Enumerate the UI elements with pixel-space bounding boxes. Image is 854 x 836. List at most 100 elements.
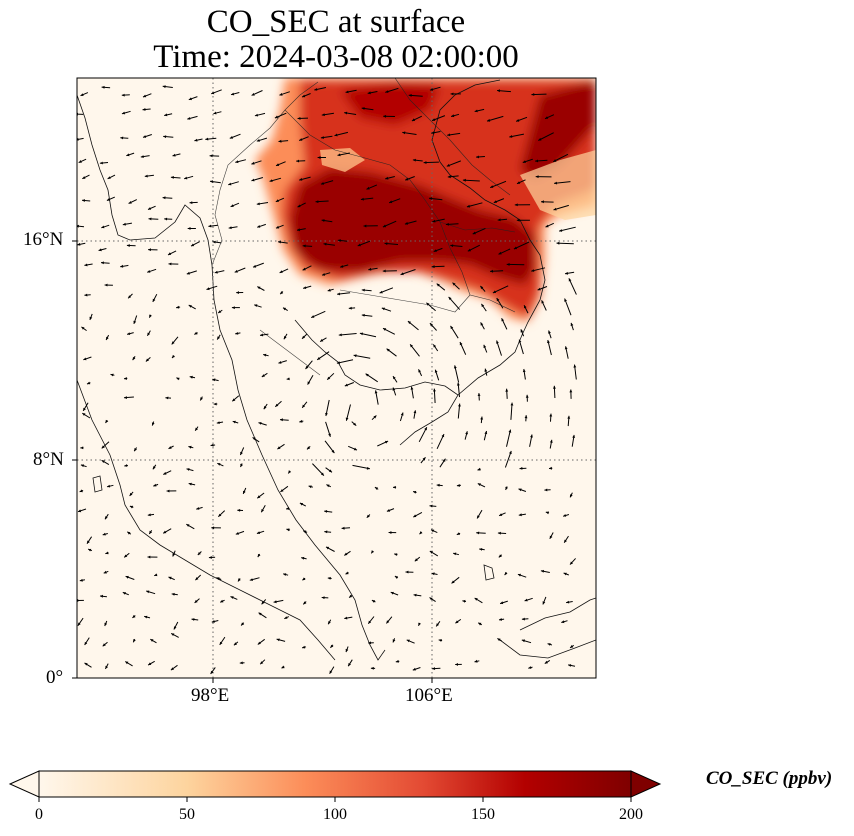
wind-vector-head bbox=[478, 622, 482, 626]
wind-vector-head bbox=[280, 489, 284, 492]
wind-vector-head bbox=[553, 385, 556, 389]
wind-vector-head bbox=[404, 221, 408, 225]
wind-vector-head bbox=[251, 161, 255, 165]
wind-vector-head bbox=[392, 387, 396, 391]
wind-vector-head bbox=[538, 137, 542, 141]
wind-vector-head bbox=[400, 272, 404, 276]
wind-vector-head bbox=[218, 310, 222, 313]
wind-vector-head bbox=[236, 291, 239, 294]
wind-vector-head bbox=[149, 530, 153, 534]
wind-vector-head bbox=[480, 285, 484, 290]
wind-vector-head bbox=[210, 670, 214, 674]
wind-vector-head bbox=[126, 244, 130, 247]
wind-vector-head bbox=[520, 329, 524, 333]
wind-vectors bbox=[77, 85, 577, 675]
wind-vector-head bbox=[276, 638, 280, 642]
wind-vector-head bbox=[126, 153, 130, 157]
wind-vector-head bbox=[476, 531, 480, 535]
wind-vector-head bbox=[499, 513, 503, 516]
colorbar-tick-200: 200 bbox=[619, 806, 643, 823]
wind-vector-head bbox=[79, 578, 83, 582]
wind-vector-head bbox=[549, 439, 553, 443]
wind-vector-head bbox=[336, 361, 340, 365]
wind-vector-head bbox=[492, 290, 497, 293]
wind-vector-head bbox=[530, 434, 533, 438]
wind-vector-head bbox=[120, 136, 124, 140]
wind-vector-head bbox=[213, 111, 217, 115]
wind-vector-head bbox=[413, 514, 417, 518]
wind-vector-head bbox=[497, 638, 501, 642]
wind-vector-head bbox=[570, 322, 574, 326]
wind-vector-head bbox=[553, 159, 557, 162]
wind-vector-head bbox=[321, 596, 325, 600]
wind-vector-head bbox=[78, 509, 82, 513]
wind-vector-head bbox=[368, 620, 372, 624]
wind-vector-head bbox=[283, 573, 287, 576]
wind-vector-head bbox=[334, 133, 338, 137]
wind-vector-head bbox=[436, 283, 440, 287]
wind-vector-head bbox=[518, 488, 522, 492]
wind-vector-head bbox=[269, 179, 273, 182]
wind-vector-head bbox=[509, 450, 512, 455]
wind-vector-head bbox=[445, 222, 449, 226]
wind-vector-head bbox=[235, 532, 239, 535]
wind-vector-head bbox=[275, 199, 279, 202]
wind-vector-head bbox=[101, 225, 105, 229]
wind-vector-head bbox=[349, 594, 353, 598]
wind-vector-head bbox=[544, 660, 548, 664]
wind-vector-head bbox=[220, 599, 224, 603]
wind-vector-head bbox=[433, 344, 437, 348]
wind-vector-head bbox=[102, 643, 106, 647]
wind-vector-head bbox=[570, 561, 573, 565]
wind-vector-head bbox=[194, 599, 198, 603]
wind-vector-head bbox=[168, 576, 172, 580]
wind-vector-shaft bbox=[510, 402, 513, 420]
wind-vector-head bbox=[330, 644, 334, 648]
wind-vector-head bbox=[162, 85, 166, 89]
wind-vector-head bbox=[273, 600, 277, 604]
wind-vector-head bbox=[321, 113, 325, 117]
wind-vector-head bbox=[549, 466, 552, 470]
wind-vector-head bbox=[240, 463, 243, 467]
wind-vector-head bbox=[101, 460, 105, 463]
wind-vector-head bbox=[344, 383, 348, 387]
wind-vector-head bbox=[385, 176, 389, 180]
wind-vector-head bbox=[451, 114, 455, 118]
wind-vector-head bbox=[87, 381, 91, 385]
wind-vector-head bbox=[322, 273, 326, 276]
wind-vector-head bbox=[541, 300, 545, 304]
wind-vector-head bbox=[382, 269, 386, 273]
wind-vector-head bbox=[367, 91, 371, 95]
wind-vector-head bbox=[187, 227, 191, 230]
wind-vector-head bbox=[320, 136, 324, 139]
wind-vector-head bbox=[389, 200, 393, 204]
wind-vector-head bbox=[143, 135, 147, 138]
wind-vector-head bbox=[102, 532, 106, 536]
wind-vector-head bbox=[436, 623, 439, 627]
wind-vector-head bbox=[497, 531, 501, 535]
wind-vector-head bbox=[240, 451, 243, 455]
wind-vector-head bbox=[547, 643, 551, 646]
wind-vector-head bbox=[418, 622, 421, 626]
wind-vector-head bbox=[506, 263, 510, 266]
wind-vector-head bbox=[280, 418, 283, 422]
wind-vector-head bbox=[535, 175, 539, 179]
wind-vector-head bbox=[371, 600, 376, 603]
wind-vector-head bbox=[465, 431, 468, 435]
wind-vector-head bbox=[317, 357, 321, 360]
wind-vector-head bbox=[219, 641, 223, 645]
wind-vector-head bbox=[208, 556, 212, 559]
wind-vector-head bbox=[88, 548, 92, 552]
wind-vector-head bbox=[89, 316, 93, 320]
wind-vector-head bbox=[564, 298, 567, 302]
wind-vector-head bbox=[487, 118, 491, 122]
colorbar-label: CO_SEC (ppbv) bbox=[706, 768, 833, 789]
wind-vector-head bbox=[565, 271, 569, 275]
wind-vector-head bbox=[210, 180, 213, 183]
wind-vector-head bbox=[191, 618, 195, 621]
wind-vector-head bbox=[348, 663, 351, 667]
wind-vector-head bbox=[170, 667, 174, 671]
wind-vector-head bbox=[188, 482, 192, 486]
wind-vector-head bbox=[359, 332, 363, 336]
wind-vector-head bbox=[286, 507, 290, 510]
